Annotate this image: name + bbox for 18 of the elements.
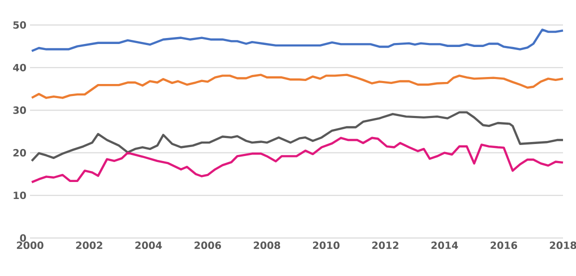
x-tick-label: 2004 bbox=[135, 242, 162, 250]
x-tick-label: 2018 bbox=[550, 242, 576, 250]
x-tick-label: 2008 bbox=[254, 242, 280, 250]
line-series bbox=[30, 74, 564, 99]
x-tick-label: 2010 bbox=[313, 242, 340, 250]
x-tick-label: 2016 bbox=[490, 242, 518, 250]
x-tick-label: 2000 bbox=[16, 242, 44, 250]
x-tick-label: 2006 bbox=[194, 242, 222, 250]
y-tick-label: 0 bbox=[20, 234, 26, 242]
y-tick-label: 40 bbox=[13, 64, 26, 72]
x-tick-label: 2012 bbox=[372, 242, 398, 250]
y-tick-label: 20 bbox=[13, 149, 26, 157]
x-tick-label: 2002 bbox=[76, 242, 102, 250]
y-tick-label: 50 bbox=[13, 21, 26, 29]
y-tick-label: 30 bbox=[13, 106, 26, 114]
line-series bbox=[30, 136, 564, 184]
y-tick-label: 10 bbox=[14, 192, 26, 200]
x-tick-label: 2014 bbox=[431, 242, 458, 250]
